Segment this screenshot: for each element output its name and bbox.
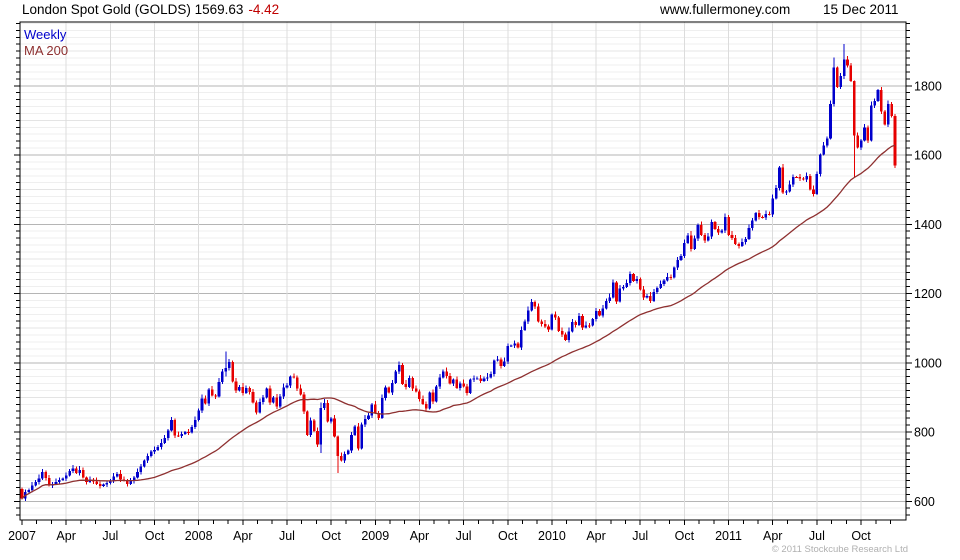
svg-text:Jul: Jul: [102, 529, 118, 543]
svg-text:Apr: Apr: [410, 529, 429, 543]
svg-text:Oct: Oct: [851, 529, 871, 543]
legend-ma-200: MA 200: [24, 43, 69, 58]
price-change: -4.42: [248, 2, 280, 17]
header-date: 15 Dec 2011: [823, 2, 899, 17]
svg-text:1600: 1600: [914, 149, 942, 163]
svg-text:2009: 2009: [361, 529, 389, 543]
svg-text:1200: 1200: [914, 287, 942, 301]
svg-text:Apr: Apr: [586, 529, 605, 543]
svg-text:1400: 1400: [914, 218, 942, 232]
svg-text:Apr: Apr: [763, 529, 782, 543]
svg-text:2011: 2011: [715, 529, 742, 543]
svg-text:2010: 2010: [538, 529, 566, 543]
svg-text:Oct: Oct: [321, 529, 341, 543]
svg-text:600: 600: [914, 495, 935, 509]
svg-text:800: 800: [914, 426, 935, 440]
svg-text:Jul: Jul: [809, 529, 825, 543]
svg-text:2008: 2008: [185, 529, 213, 543]
svg-text:2007: 2007: [8, 529, 36, 543]
svg-text:Apr: Apr: [233, 529, 252, 543]
instrument-and-price: London Spot Gold (GOLDS) 1569.63: [22, 2, 244, 17]
chart-title: London Spot Gold (GOLDS) 1569.63 -4.42: [22, 2, 279, 17]
svg-text:Oct: Oct: [498, 529, 518, 543]
svg-text:Jul: Jul: [632, 529, 648, 543]
svg-text:1000: 1000: [914, 356, 942, 370]
copyright-text: © 2011 Stockcube Research Ltd: [771, 544, 908, 555]
svg-text:Jul: Jul: [279, 529, 295, 543]
svg-text:Jul: Jul: [456, 529, 472, 543]
svg-text:Oct: Oct: [675, 529, 695, 543]
legend-weekly: Weekly: [24, 27, 67, 42]
svg-text:Apr: Apr: [56, 529, 75, 543]
website-text: www.fullermoney.com: [660, 2, 791, 17]
svg-text:Oct: Oct: [145, 529, 165, 543]
svg-text:1800: 1800: [914, 79, 942, 93]
